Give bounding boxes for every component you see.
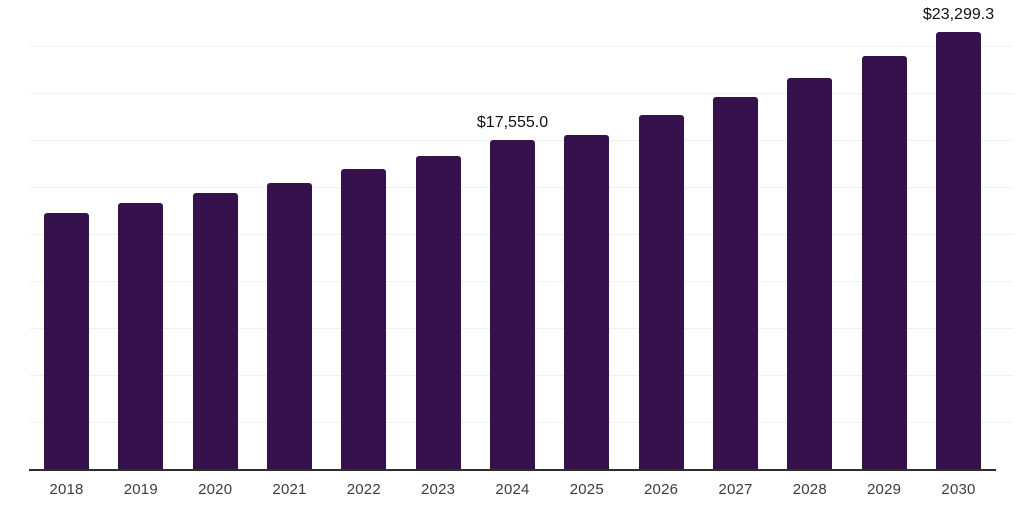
bar-2028 [787, 77, 833, 470]
x-tick-2028: 2028 [792, 481, 827, 498]
bar-2026 [638, 114, 684, 470]
gridline-22500 [30, 46, 1013, 47]
x-tick-2025: 2025 [569, 481, 604, 498]
x-tick-2024: 2024 [495, 481, 530, 498]
bar-2018 [44, 213, 89, 470]
x-axis-line [29, 469, 996, 471]
gridline-20000 [30, 93, 1013, 94]
data-label-2030: $23,299.3 [922, 6, 995, 23]
x-tick-2022: 2022 [346, 481, 381, 498]
x-tick-2027: 2027 [718, 481, 753, 498]
x-tick-2026: 2026 [644, 481, 679, 498]
x-tick-2020: 2020 [198, 481, 233, 498]
bar-2030 [936, 32, 981, 470]
data-label-2024: $17,555.0 [476, 114, 549, 131]
x-tick-2023: 2023 [421, 481, 456, 498]
plot-area: $17,555.0 $23,299.3 2018 2019 2020 2021 2022 2… [29, 0, 1013, 498]
x-tick-2018: 2018 [49, 481, 84, 498]
bar-2019 [118, 202, 164, 470]
bar-2022 [341, 169, 387, 470]
bar-2025 [564, 135, 610, 470]
x-tick-2029: 2029 [867, 481, 902, 498]
x-tick-2030: 2030 [941, 481, 976, 498]
bar-2023 [415, 155, 461, 470]
x-tick-2021: 2021 [272, 481, 307, 498]
bar-2021 [267, 182, 312, 470]
bar-2029 [861, 55, 907, 470]
bar-2024 [490, 140, 535, 470]
bar-2020 [192, 193, 238, 470]
bar-2027 [713, 97, 758, 470]
x-tick-2019: 2019 [123, 481, 158, 498]
